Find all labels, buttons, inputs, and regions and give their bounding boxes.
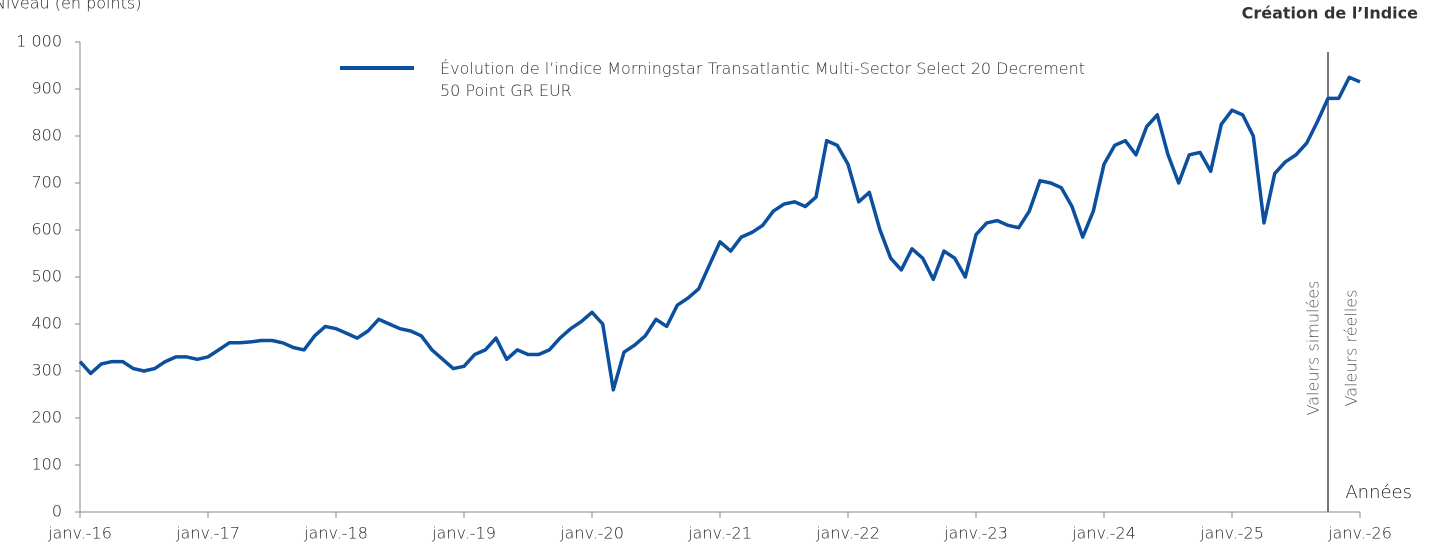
x-tick-label: janv.-21 [687, 524, 752, 543]
y-axis-label: Niveau (en points) [0, 0, 141, 13]
x-axis-label: Années [1345, 482, 1412, 503]
x-tick-label: janv.-23 [943, 524, 1008, 543]
x-tick-label: janv.-18 [303, 524, 368, 543]
x-tick-label: janv.-16 [47, 524, 112, 543]
y-tick-label: 200 [31, 408, 62, 427]
x-tick-label: janv.-19 [431, 524, 496, 543]
y-tick-label: 100 [31, 455, 62, 474]
x-tick-label: janv.-22 [815, 524, 880, 543]
y-tick-label: 1 000 [16, 32, 62, 51]
x-tick-label: janv.-25 [1199, 524, 1264, 543]
series-line [78, 75, 1361, 392]
annotation: Valeurs réelles [1342, 290, 1361, 407]
y-tick-label: 600 [31, 220, 62, 239]
annotation: Valeurs simulées [1304, 281, 1323, 416]
y-tick-label: 0 [52, 502, 62, 521]
y-tick-label: 500 [31, 267, 62, 286]
legend-label: Évolution de l’indice Morningstar Transa… [440, 59, 1086, 100]
x-tick-label: janv.-20 [559, 524, 624, 543]
y-tick-label: 700 [31, 173, 62, 192]
y-tick-label: 300 [31, 361, 62, 380]
y-tick-label: 400 [31, 314, 62, 333]
x-tick-label: janv.-24 [1071, 524, 1136, 543]
x-tick-label: janv.-17 [175, 524, 240, 543]
y-tick-label: 800 [31, 126, 62, 145]
x-tick-label: janv.-26 [1327, 524, 1392, 543]
y-tick-label: 900 [31, 79, 62, 98]
creation-label: Création de l’Indice [1242, 4, 1419, 23]
